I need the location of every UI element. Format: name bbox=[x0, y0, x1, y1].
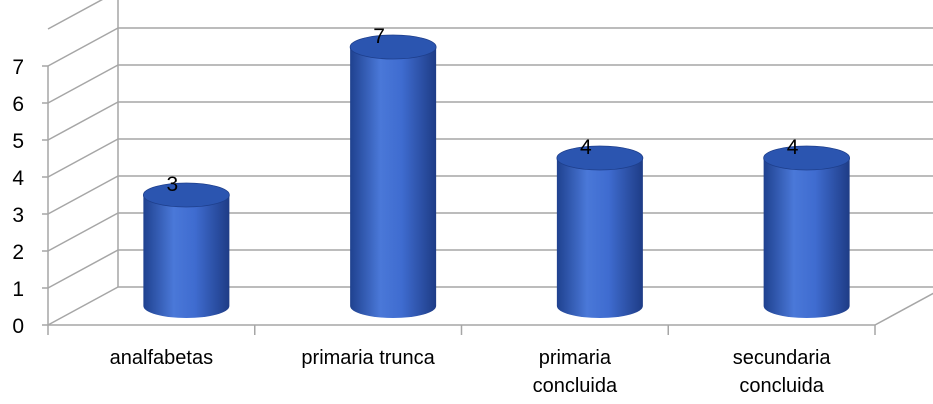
gridline-side bbox=[47, 101, 119, 141]
floor-right-edge bbox=[874, 292, 933, 326]
gridline-side bbox=[47, 27, 119, 67]
gridline-side bbox=[47, 0, 103, 30]
data-label: 3 bbox=[167, 173, 179, 196]
bar-top bbox=[142, 182, 230, 208]
x-category-label: primaria trunca bbox=[301, 347, 435, 369]
y-tick-label: 4 bbox=[12, 167, 24, 190]
bar-body bbox=[350, 47, 437, 318]
bar-top bbox=[349, 34, 437, 60]
y-tick-label: 0 bbox=[12, 315, 24, 338]
x-category-label: primaria concluida bbox=[533, 347, 618, 397]
bar bbox=[763, 145, 851, 318]
y-tick-label: 7 bbox=[12, 56, 24, 79]
x-axis bbox=[47, 324, 876, 335]
bar bbox=[556, 145, 644, 318]
bar-top bbox=[556, 145, 644, 171]
bar-top bbox=[763, 145, 851, 171]
data-label: 7 bbox=[373, 25, 385, 48]
bars bbox=[142, 34, 851, 318]
y-tick-label: 3 bbox=[12, 204, 24, 227]
gridline-side bbox=[47, 249, 119, 289]
bar-body bbox=[143, 195, 230, 318]
x-category-label: secundaria concluida bbox=[733, 347, 832, 397]
gridline-side bbox=[47, 175, 119, 215]
gridline-side bbox=[47, 64, 119, 104]
gridline-side bbox=[47, 138, 119, 178]
bar-body bbox=[556, 158, 643, 318]
y-tick-label: 5 bbox=[12, 130, 24, 153]
gridline-side bbox=[47, 212, 119, 252]
bar bbox=[349, 34, 437, 318]
data-label: 4 bbox=[787, 136, 799, 159]
bar bbox=[142, 182, 230, 318]
gridline-side bbox=[47, 286, 119, 326]
y-axis-ticks: 0 1 2 3 4 5 6 7 bbox=[12, 56, 48, 338]
y-tick-label: 6 bbox=[12, 93, 24, 116]
y-tick-label: 2 bbox=[12, 241, 24, 264]
x-axis-labels: analfabetas primaria trunca primaria conclu… bbox=[110, 347, 832, 397]
data-labels: 3 7 4 4 bbox=[167, 25, 799, 196]
x-category-label: analfabetas bbox=[110, 347, 213, 369]
y-tick-label: 1 bbox=[12, 278, 24, 301]
bar-body bbox=[763, 158, 850, 318]
data-label: 4 bbox=[580, 136, 592, 159]
